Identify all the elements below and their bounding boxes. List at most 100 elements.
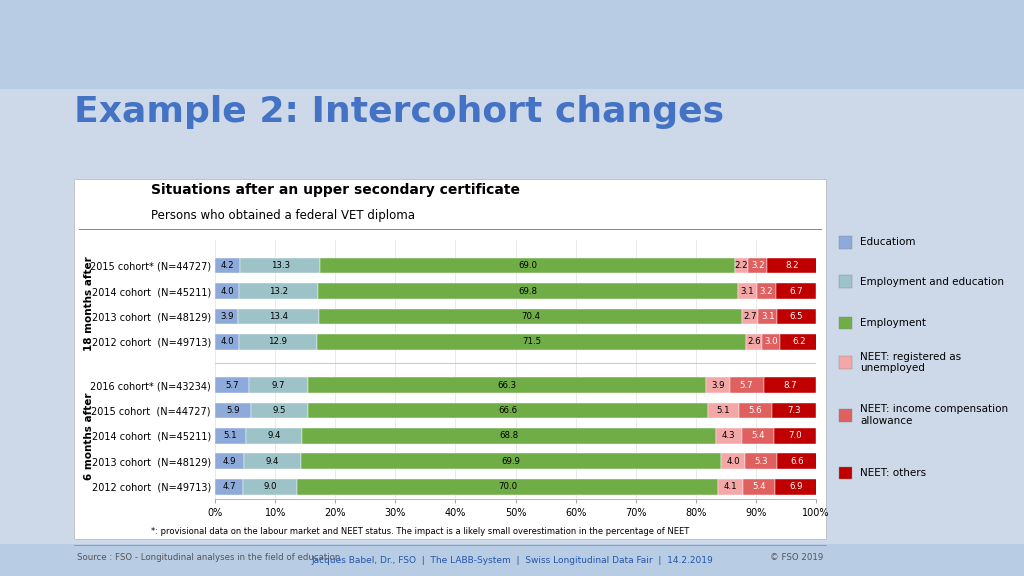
Text: 66.3: 66.3 (498, 381, 516, 389)
Text: 3.2: 3.2 (751, 261, 765, 270)
Bar (307, 377, 707, 393)
Text: 13.2: 13.2 (269, 286, 289, 295)
Bar (746, 334, 762, 350)
Bar (716, 428, 741, 444)
Text: Source : FSO - Longitudinal analyses in the field of education: Source : FSO - Longitudinal analyses in … (77, 553, 340, 562)
Text: 9.7: 9.7 (271, 381, 286, 389)
Bar (738, 403, 772, 418)
Bar (767, 257, 817, 274)
Bar (215, 334, 239, 350)
Text: 9.0: 9.0 (263, 482, 278, 491)
Text: 6.5: 6.5 (790, 312, 804, 321)
Text: 69.8: 69.8 (519, 286, 538, 295)
Text: 8.2: 8.2 (785, 261, 799, 270)
Bar (215, 377, 249, 393)
Text: 6.6: 6.6 (791, 457, 804, 466)
Bar (764, 377, 816, 393)
Text: Employment: Employment (860, 318, 926, 328)
Text: 5.3: 5.3 (755, 457, 768, 466)
Text: 69.9: 69.9 (502, 457, 520, 466)
Bar (718, 479, 742, 495)
Text: Jacques Babel, Dr., FSO  |  The LABB-System  |  Swiss Longitudinal Data Fair  | : Jacques Babel, Dr., FSO | The LABB-Syste… (311, 556, 713, 564)
Text: Persons who obtained a federal VET diploma: Persons who obtained a federal VET diplo… (151, 209, 415, 222)
Text: 70.0: 70.0 (499, 482, 517, 491)
FancyBboxPatch shape (839, 409, 852, 422)
Text: 2.7: 2.7 (743, 312, 757, 321)
Bar (215, 309, 239, 324)
Bar (297, 479, 718, 495)
Bar (777, 309, 816, 324)
Text: *: provisional data on the labour market and NEET status. The impact is a likely: *: provisional data on the labour market… (151, 527, 689, 536)
Bar (729, 377, 764, 393)
Bar (707, 377, 729, 393)
Text: 18 months after: 18 months after (84, 256, 94, 351)
Bar (316, 334, 746, 350)
Text: 4.0: 4.0 (220, 338, 233, 346)
Text: 7.3: 7.3 (787, 406, 801, 415)
Text: NEET: others: NEET: others (860, 468, 927, 478)
Bar (721, 453, 745, 469)
Text: 9.4: 9.4 (266, 457, 280, 466)
Bar (301, 453, 721, 469)
Bar (215, 453, 245, 469)
FancyBboxPatch shape (839, 275, 852, 288)
Bar (735, 257, 749, 274)
Text: 5.4: 5.4 (751, 431, 765, 441)
Bar (215, 479, 244, 495)
Text: 6.2: 6.2 (792, 338, 806, 346)
Bar (215, 403, 251, 418)
Text: 3.9: 3.9 (711, 381, 725, 389)
Text: 66.6: 66.6 (499, 406, 517, 415)
Text: 4.3: 4.3 (722, 431, 735, 441)
Text: NEET: registered as
unemployed: NEET: registered as unemployed (860, 351, 962, 373)
Text: 12.9: 12.9 (268, 338, 288, 346)
Bar (772, 403, 816, 418)
Text: 5.6: 5.6 (749, 406, 762, 415)
Text: 9.5: 9.5 (272, 406, 286, 415)
Text: 13.4: 13.4 (269, 312, 289, 321)
Bar (774, 428, 816, 444)
Bar (215, 428, 246, 444)
Bar (742, 309, 759, 324)
Text: 4.9: 4.9 (223, 457, 237, 466)
Text: 5.1: 5.1 (223, 431, 238, 441)
Bar (759, 309, 777, 324)
Text: 5.9: 5.9 (226, 406, 240, 415)
Text: 6.9: 6.9 (790, 482, 803, 491)
Bar (708, 403, 738, 418)
Text: 5.7: 5.7 (740, 381, 754, 389)
Bar (239, 309, 319, 324)
Text: Employment and education: Employment and education (860, 276, 1005, 287)
Bar (762, 334, 780, 350)
Bar (239, 283, 318, 299)
Text: 3.9: 3.9 (220, 312, 233, 321)
Text: 4.1: 4.1 (724, 482, 737, 491)
Text: 6.7: 6.7 (790, 286, 803, 295)
FancyBboxPatch shape (0, 0, 1024, 89)
FancyBboxPatch shape (74, 179, 826, 539)
Bar (777, 453, 817, 469)
Text: 3.1: 3.1 (740, 286, 754, 295)
Text: Educatiom: Educatiom (860, 237, 915, 248)
Text: 4.7: 4.7 (222, 482, 236, 491)
Text: 5.4: 5.4 (753, 482, 766, 491)
Text: 2.2: 2.2 (735, 261, 749, 270)
Text: 3.1: 3.1 (761, 312, 774, 321)
Bar (742, 479, 775, 495)
Bar (776, 283, 816, 299)
Bar (302, 428, 716, 444)
Text: 2.6: 2.6 (748, 338, 761, 346)
Bar (244, 479, 297, 495)
Bar (246, 428, 302, 444)
FancyBboxPatch shape (839, 236, 852, 249)
Bar (239, 334, 316, 350)
FancyBboxPatch shape (839, 356, 852, 369)
Text: 71.5: 71.5 (522, 338, 541, 346)
Text: Example 2: Intercohort changes: Example 2: Intercohort changes (74, 95, 724, 129)
FancyBboxPatch shape (0, 544, 1024, 576)
Text: 4.0: 4.0 (726, 457, 740, 466)
FancyBboxPatch shape (839, 467, 852, 479)
Text: 4.2: 4.2 (221, 261, 234, 270)
Bar (741, 428, 774, 444)
Bar (251, 403, 307, 418)
